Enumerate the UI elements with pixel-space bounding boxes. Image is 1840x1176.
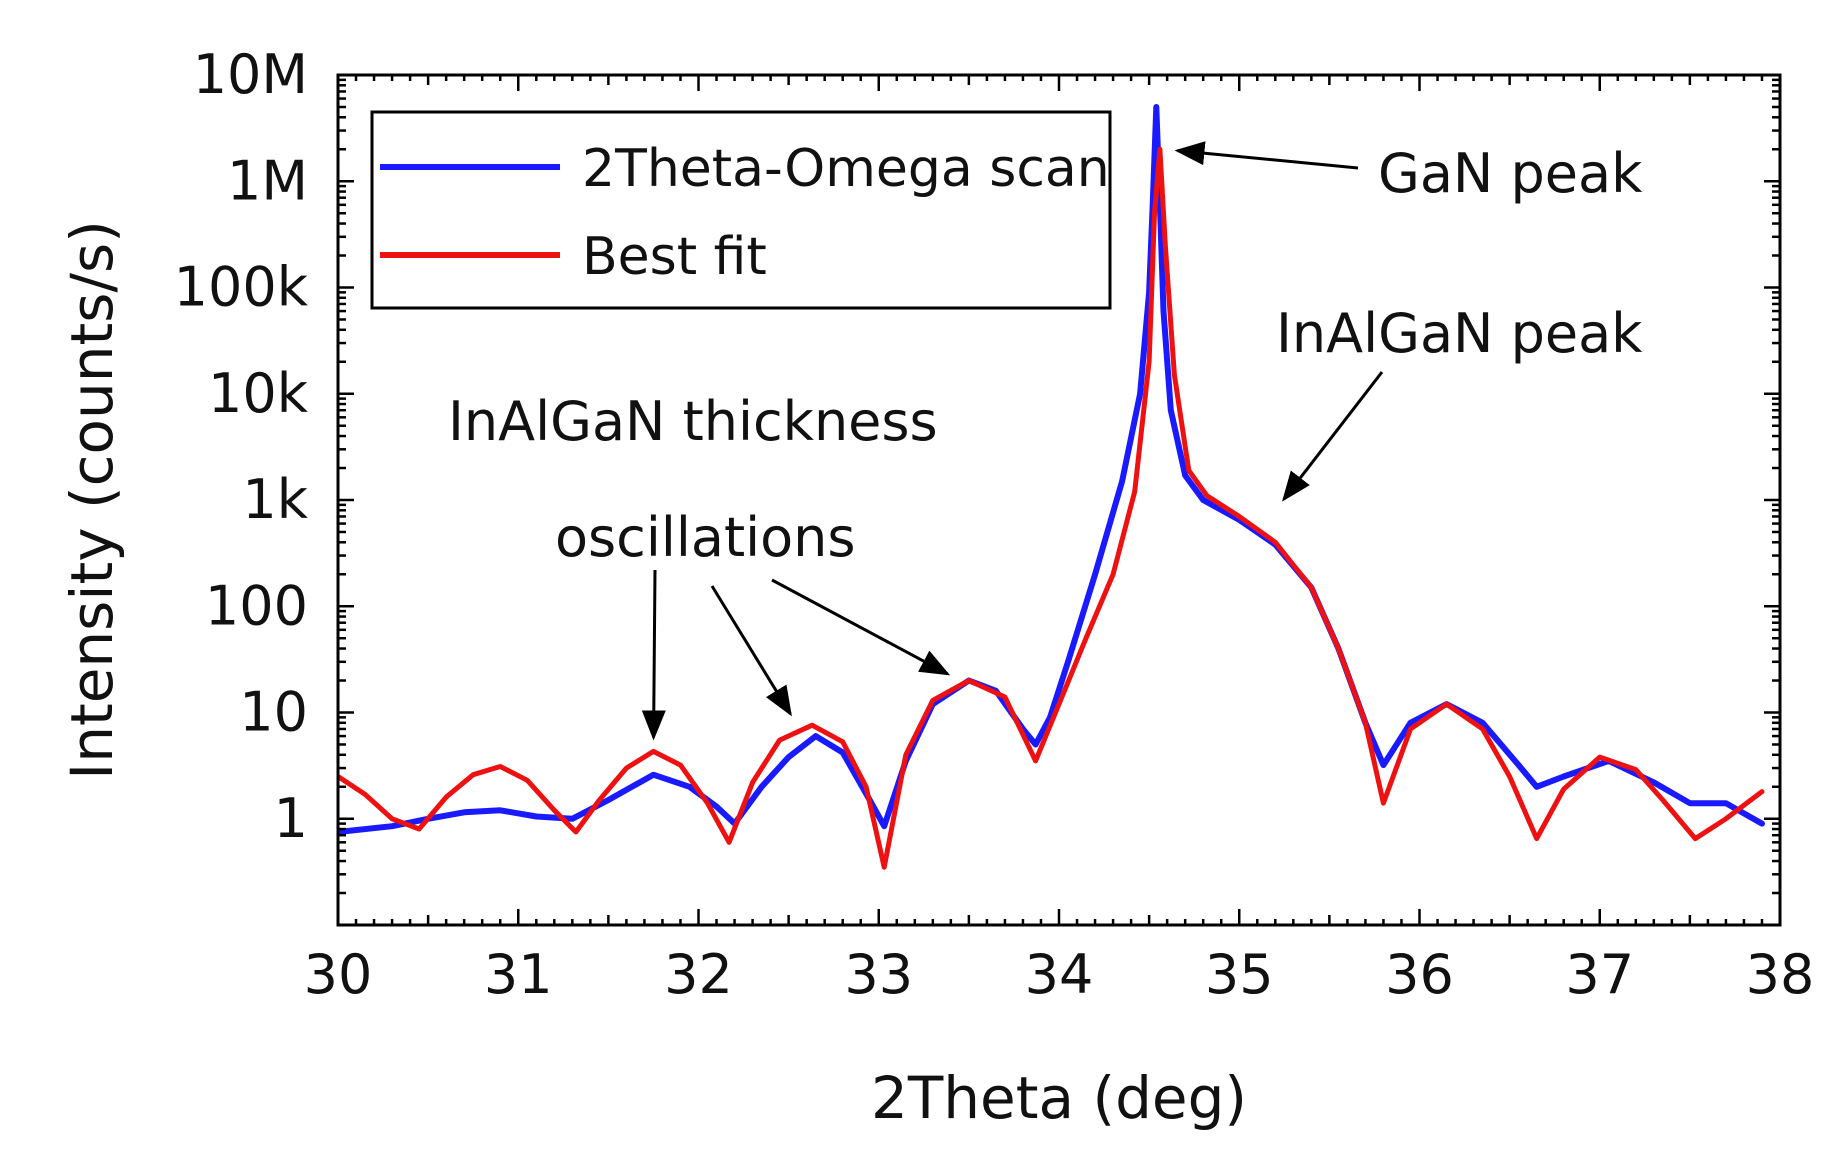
y-tick-label: 100k xyxy=(174,256,309,319)
legend-box xyxy=(370,110,1112,310)
annotation-oscillations: oscillations xyxy=(555,506,856,569)
x-tick-label: 31 xyxy=(484,943,553,1006)
y-tick-label: 10M xyxy=(193,43,308,106)
x-axis-title: 2Theta (deg) xyxy=(871,1064,1247,1132)
series-layer xyxy=(338,104,1765,870)
y-axis-title: Intensity (counts/s) xyxy=(58,220,126,780)
x-tick-label: 33 xyxy=(844,943,913,1006)
plot-frame xyxy=(336,73,1782,927)
arrow-gan-peak xyxy=(1174,141,1359,170)
x-tick-label: 37 xyxy=(1565,943,1634,1006)
y-tick-label: 100 xyxy=(205,574,308,637)
arrow-oscillation-2 xyxy=(710,585,792,717)
annotation-thickness: InAlGaN thickness xyxy=(448,390,938,453)
y-tick-label: 10k xyxy=(208,362,309,425)
annotations: GaN peak InAlGaN peak InAlGaN thickness … xyxy=(448,142,1643,569)
annotation-gan-peak: GaN peak xyxy=(1378,142,1643,205)
y-tick-label: 1 xyxy=(274,787,308,850)
annotation-inalgan-peak: InAlGaN peak xyxy=(1276,302,1643,365)
y-tick-label: 1M xyxy=(227,149,308,212)
x-tick-labels: 30 31 32 33 34 35 36 37 38 xyxy=(304,943,1815,1006)
legend-label-fit: Best fit xyxy=(582,227,767,287)
legend-label-scan: 2Theta-Omega scan xyxy=(582,139,1110,199)
arrow-oscillation-1 xyxy=(641,569,666,741)
arrow-inalgan-peak xyxy=(1282,371,1384,502)
x-tick-label: 34 xyxy=(1025,943,1094,1006)
y-tick-labels: 1 10 100 1k 10k 100k 1M 10M xyxy=(174,43,309,850)
y-tick-label: 1k xyxy=(242,468,308,531)
x-tick-label: 38 xyxy=(1746,943,1815,1006)
x-tick-label: 32 xyxy=(664,943,733,1006)
series-line-1 xyxy=(338,146,1765,870)
y-tick-label: 10 xyxy=(239,681,308,744)
annotation-arrows xyxy=(641,141,1384,741)
x-tick-label: 35 xyxy=(1205,943,1274,1006)
legend: 2Theta-Omega scan Best fit xyxy=(370,110,1112,310)
x-tick-label: 30 xyxy=(304,943,373,1006)
arrow-oscillation-3 xyxy=(771,578,951,676)
x-tick-label: 36 xyxy=(1385,943,1454,1006)
